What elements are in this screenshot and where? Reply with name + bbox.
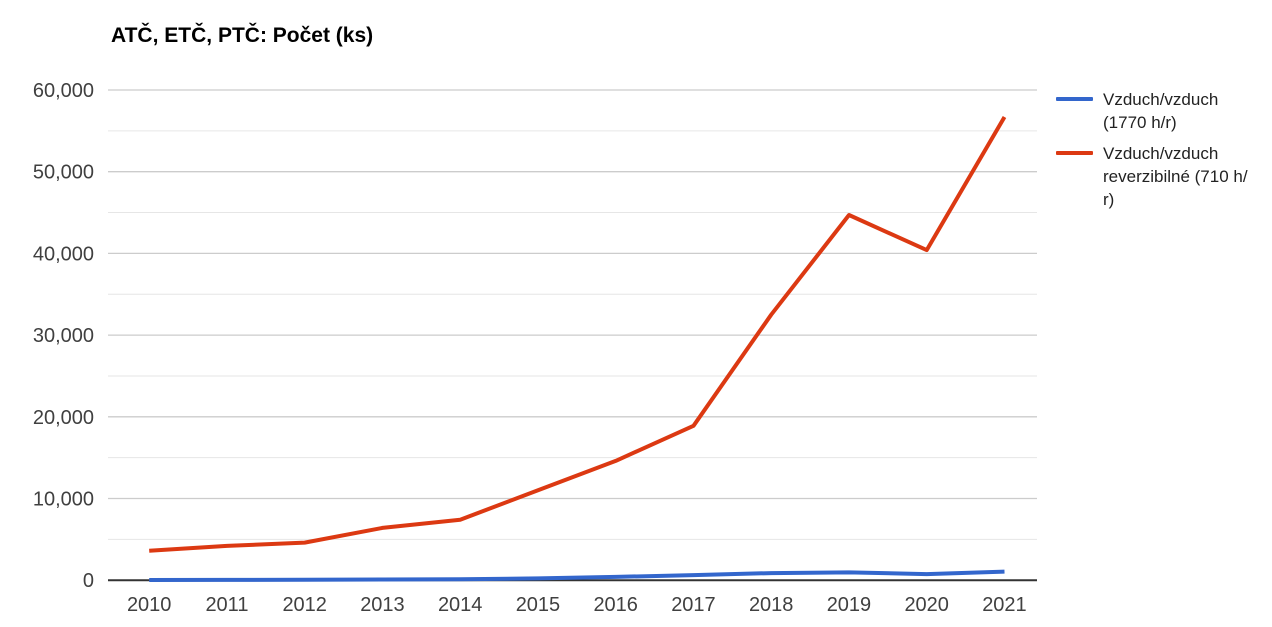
- y-axis-tick-label: 20,000: [33, 407, 94, 429]
- y-axis-tick-label: 0: [83, 570, 94, 592]
- x-axis-tick-label: 2019: [827, 594, 872, 616]
- legend-label-line: Vzduch/vzduch: [1103, 144, 1219, 163]
- y-axis-tick-label: 60,000: [33, 80, 94, 102]
- legend-swatch-icon: [1056, 151, 1093, 155]
- legend-label-line: r): [1103, 190, 1115, 209]
- y-axis-tick-label: 10,000: [33, 489, 94, 511]
- y-axis-tick-label: 40,000: [33, 243, 94, 265]
- legend-swatch-icon: [1056, 97, 1093, 101]
- x-axis-tick-label: 2011: [205, 594, 248, 616]
- legend-item-0: Vzduch/vzduch (1770 h/r): [1056, 88, 1268, 134]
- x-axis-tick-label: 2017: [671, 594, 716, 616]
- legend-item-1: Vzduch/vzduch reverzibilné (710 h/r): [1056, 142, 1268, 211]
- y-axis-tick-label: 50,000: [33, 162, 94, 184]
- legend-label: Vzduch/vzduch reverzibilné (710 h/r): [1103, 142, 1248, 211]
- x-axis-tick-label: 2016: [593, 594, 638, 616]
- x-axis-tick-label: 2013: [360, 594, 405, 616]
- x-axis-tick-label: 2015: [516, 594, 561, 616]
- series-line-1[interactable]: [149, 115, 1007, 553]
- legend: Vzduch/vzduch (1770 h/r) Vzduch/vzduch reve…: [1056, 88, 1268, 211]
- chart-title: ATČ, ETČ, PTČ: Počet (ks): [111, 24, 374, 47]
- x-axis-tick-label: 2014: [438, 594, 483, 616]
- x-axis-tick-label: 2020: [904, 594, 949, 616]
- series-line-0[interactable]: [149, 569, 1005, 582]
- legend-label-line: reverzibilné (710 h/: [1103, 167, 1248, 186]
- x-axis-tick-label: 2010: [127, 594, 172, 616]
- x-axis-tick-label: 2021: [982, 594, 1027, 616]
- legend-label-line: Vzduch/vzduch: [1103, 90, 1219, 109]
- y-axis-tick-label: 30,000: [33, 325, 94, 347]
- x-axis-tick-label: 2018: [749, 594, 794, 616]
- legend-label: Vzduch/vzduch (1770 h/r): [1103, 88, 1218, 134]
- legend-label-line: (1770 h/r): [1103, 113, 1177, 132]
- x-axis-tick-label: 2012: [282, 594, 327, 616]
